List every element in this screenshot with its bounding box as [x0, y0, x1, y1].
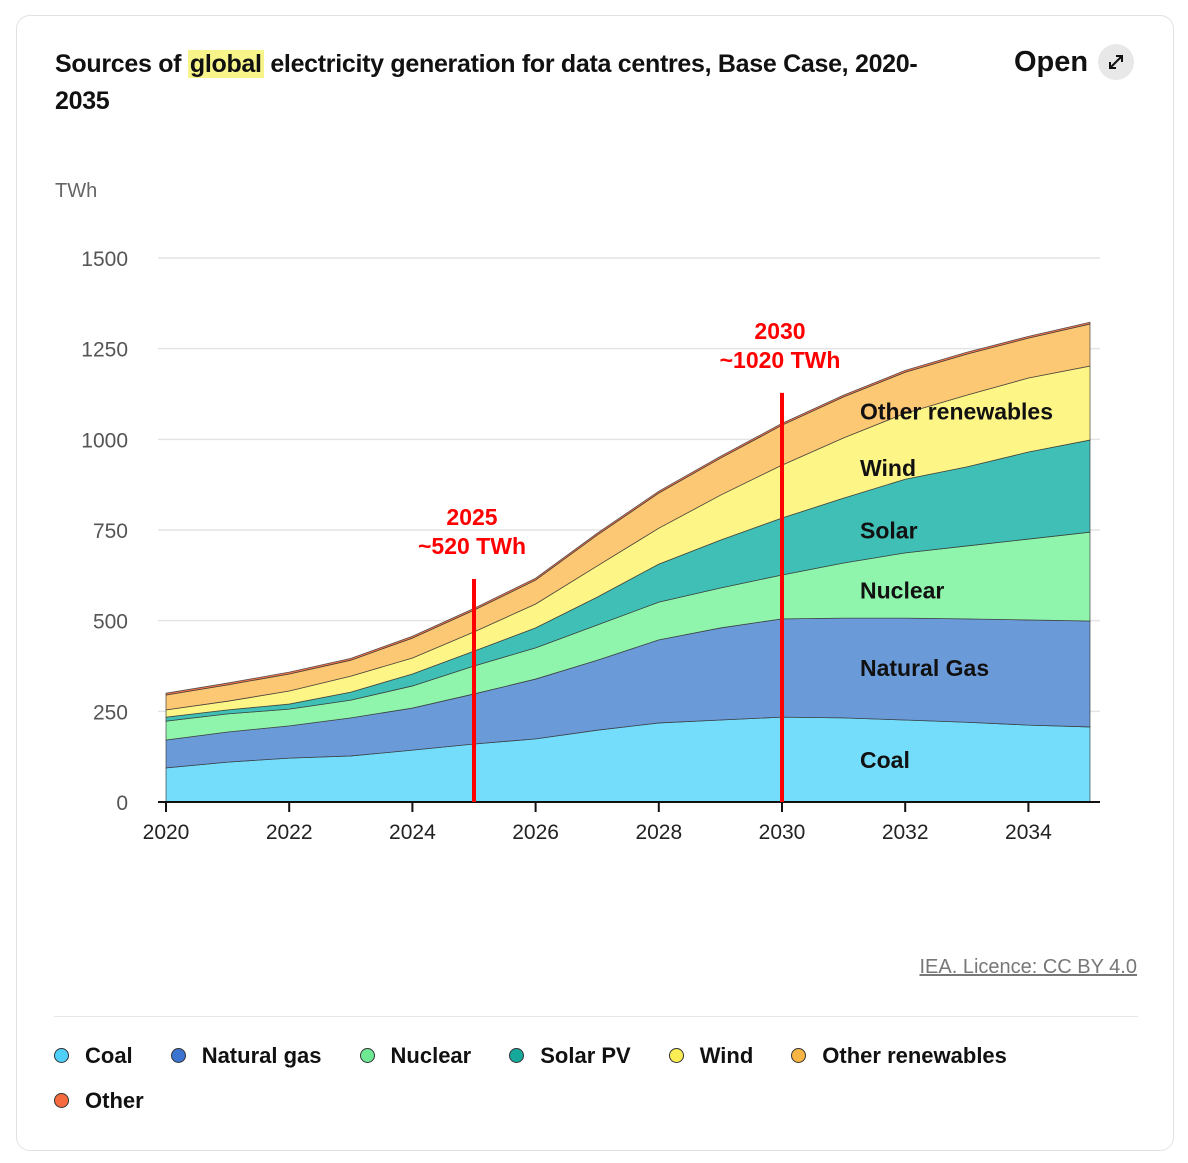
legend-label: Solar PV: [540, 1042, 631, 1068]
source-licence-link[interactable]: IEA. Licence: CC BY 4.0: [919, 956, 1137, 978]
legend-marker: [509, 1048, 525, 1063]
legend-item-other-renewables[interactable]: Other renewables: [791, 1042, 1007, 1069]
legend-label: Natural gas: [201, 1042, 322, 1068]
y-tick-label: 1250: [81, 339, 128, 362]
expand-arrows-icon: [1098, 44, 1135, 80]
annotation-year: 2025: [446, 504, 497, 530]
chart-card: [16, 15, 1174, 1151]
legend-label: Other renewables: [822, 1042, 1007, 1068]
legend-marker: [54, 1048, 69, 1063]
x-tick-label: 2030: [759, 821, 806, 844]
x-tick-label: 2026: [512, 821, 559, 844]
y-tick-label: 1500: [81, 248, 128, 271]
legend-marker: [791, 1048, 807, 1063]
y-tick-label: 500: [93, 611, 128, 634]
title-highlight: global: [187, 50, 264, 78]
legend-label: Other: [85, 1087, 144, 1113]
series-label: Natural Gas: [860, 655, 989, 681]
open-label: Open: [1014, 45, 1089, 78]
x-tick-label: 2022: [266, 821, 313, 844]
legend: Coal Natural gas Nuclear Solar PV Wind Other …: [54, 1042, 1054, 1114]
legend-label: Coal: [85, 1042, 133, 1068]
y-tick-label: 0: [116, 792, 128, 815]
legend-marker: [170, 1048, 186, 1063]
annotation-year: 2030: [754, 318, 805, 344]
y-axis-unit: TWh: [55, 180, 98, 202]
series-label: Solar: [860, 518, 918, 544]
y-tick-label: 1000: [81, 429, 128, 452]
area-other: [165, 321, 1091, 696]
series-label: Coal: [860, 747, 910, 773]
x-tick-label: 2032: [882, 821, 929, 844]
x-tick-label: 2020: [143, 821, 190, 844]
legend-item-nuclear[interactable]: Nuclear: [359, 1042, 472, 1069]
title-text: electricity generation for data centres,…: [55, 50, 918, 115]
legend-marker: [359, 1048, 375, 1063]
x-tick-label: 2028: [635, 821, 682, 844]
chart-title: Sources of global electricity generation…: [55, 46, 935, 120]
divider: [54, 1016, 1138, 1017]
y-tick-label: 750: [93, 520, 128, 543]
legend-item-natural-gas[interactable]: Natural gas: [170, 1042, 322, 1069]
legend-item-solar-pv[interactable]: Solar PV: [509, 1042, 631, 1069]
series-label: Wind: [860, 455, 916, 481]
legend-item-coal[interactable]: Coal: [54, 1042, 133, 1069]
legend-marker: [668, 1048, 684, 1063]
title-text: Sources of: [55, 50, 188, 78]
series-label: Other renewables: [860, 398, 1053, 424]
series-label: Nuclear: [860, 578, 944, 604]
stacked-area-chart: 0 250 500 750 1000 1250 1500 Coal Natural Gas Nuc…: [81, 248, 1100, 844]
legend-label: Wind: [699, 1042, 754, 1068]
open-button[interactable]: Open: [1014, 44, 1135, 80]
annotation-value: ~1020 TWh: [720, 347, 841, 373]
y-tick-label: 250: [93, 701, 128, 724]
legend-item-wind[interactable]: Wind: [668, 1042, 754, 1069]
legend-marker: [54, 1093, 69, 1108]
legend-label: Nuclear: [390, 1042, 472, 1068]
x-tick-label: 2024: [389, 821, 436, 844]
legend-item-other[interactable]: Other: [54, 1087, 144, 1114]
x-tick-label: 2034: [1005, 821, 1052, 844]
annotation-value: ~520 TWh: [418, 533, 526, 559]
